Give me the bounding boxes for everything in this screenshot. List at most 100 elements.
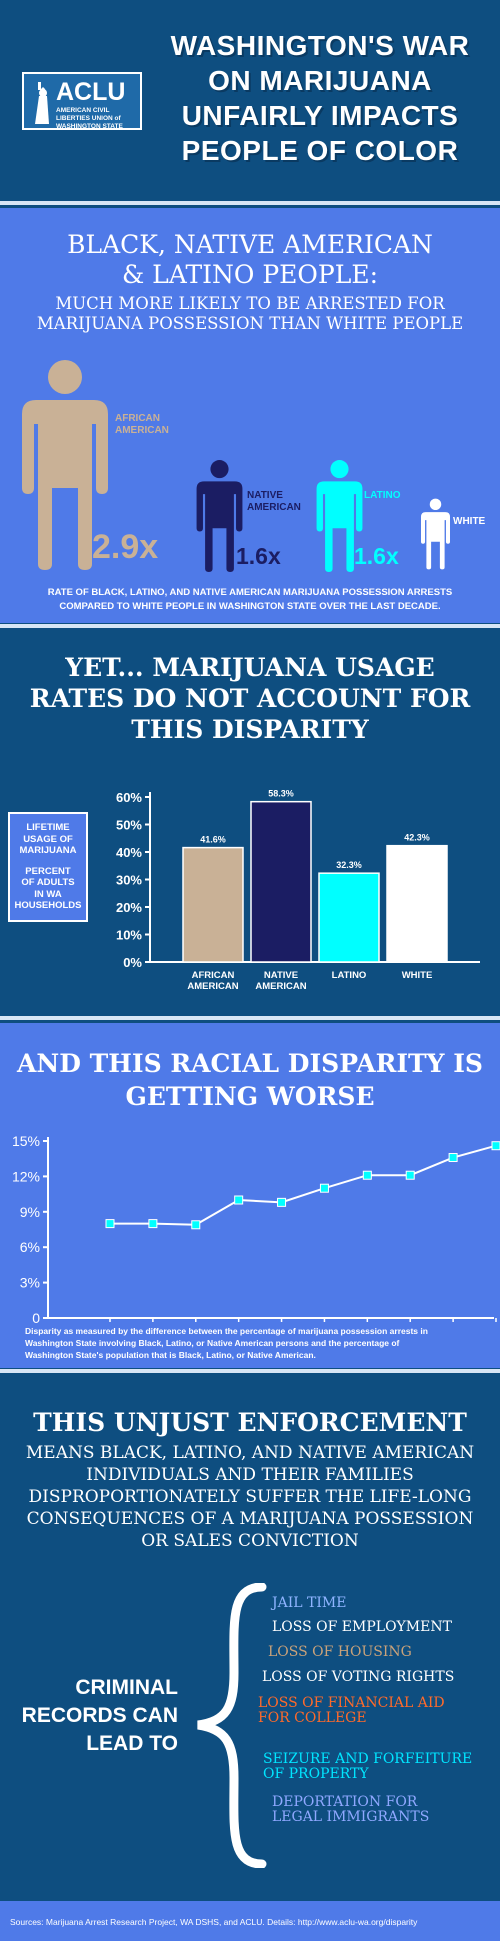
arrests-note: RATE OF BLACK, LATINO, AND NATIVE AMERIC… <box>0 586 500 614</box>
data-point <box>319 1183 329 1193</box>
y-tick-label: 0% <box>123 955 142 970</box>
trend-headline-line: AND THIS RACIAL DISPARITY IS <box>17 1049 483 1078</box>
consequence-loss-of-employment: LOSS OF EMPLOYMENT <box>272 1620 452 1635</box>
person-native-american-icon <box>196 460 243 572</box>
criminal-records-label: CRIMINAL RECORDS CAN LEAD TO <box>8 1674 178 1758</box>
usage-box-line: OF ADULTS <box>21 877 75 888</box>
person-body <box>421 512 450 570</box>
consequence-line: LOSS OF EMPLOYMENT <box>272 1619 452 1635</box>
criminal-line: CRIMINAL <box>75 1676 178 1699</box>
x-tick-label: AMERICAN <box>187 981 238 992</box>
person-head <box>48 360 82 394</box>
consequence-line: OF PROPERTY <box>263 1766 369 1782</box>
arrests-headline: BLACK, NATIVE AMERICAN & LATINO PEOPLE: <box>0 230 500 290</box>
y-tick-label: 40% <box>116 845 142 860</box>
divider <box>0 1016 500 1020</box>
trend-note-line: Washington State's population that is Bl… <box>25 1350 316 1360</box>
consequence-seizure-of-property: SEIZURE AND FORFEITURE OF PROPERTY <box>263 1752 472 1782</box>
enforcement-subhead: MEANS BLACK, LATINO, AND NATIVE AMERICAN… <box>10 1442 490 1552</box>
footer: Sources: Marijuana Arrest Research Proje… <box>0 1901 500 1941</box>
logo-subtitle: AMERICAN CIVIL LIBERTIES UNION of WASHIN… <box>56 107 123 130</box>
enforcement-headline: THIS UNJUST ENFORCEMENT <box>33 1408 467 1437</box>
trend-note: Disparity as measured by the difference … <box>25 1325 495 1361</box>
main-title: WASHINGTON'S WAR ON MARIJUANA UNFAIRLY I… <box>150 28 490 168</box>
multiplier-african-american: 2.9x <box>92 528 159 566</box>
arrests-headline-line: BLACK, NATIVE AMERICAN <box>67 230 433 259</box>
usage-section: YET... MARIJUANA USAGE RATES DO NOT ACCO… <box>0 630 500 1015</box>
main-title-line: WASHINGTON'S WAR <box>170 30 470 61</box>
bar-value-label: 42.3% <box>404 833 430 843</box>
usage-bar-chart: 0%10%20%30%40%50%60%41.6%AFRICANAMERICAN… <box>116 789 480 992</box>
y-tick-label: 3% <box>20 1275 40 1291</box>
x-tick-label: AMERICAN <box>255 981 306 992</box>
y-tick-label: 15% <box>12 1133 40 1149</box>
label-line: AMERICAN <box>115 425 169 436</box>
x-tick-label: NATIVE <box>264 970 298 981</box>
bar-value-label: 32.3% <box>336 860 362 870</box>
label-line: LATINO <box>364 490 401 501</box>
statue-of-liberty-icon <box>35 82 49 124</box>
bar <box>182 846 244 963</box>
label-line: AFRICAN <box>115 413 160 424</box>
usage-headline-line: YET... MARIJUANA USAGE <box>65 653 435 682</box>
y-tick-label: 6% <box>20 1239 40 1255</box>
bar <box>250 800 312 963</box>
label-white: WHITE <box>453 516 485 528</box>
data-point <box>405 1170 415 1180</box>
data-point <box>148 1219 158 1229</box>
trend-headline-line: GETTING WORSE <box>125 1082 375 1111</box>
enforcement-sub-line: OR SALES CONVICTION <box>141 1531 359 1551</box>
x-tick-label: WHITE <box>402 970 433 981</box>
y-tick-label: 30% <box>116 873 142 888</box>
bar-value-label: 41.6% <box>200 835 226 845</box>
person-latino-icon <box>316 460 363 572</box>
data-point <box>448 1153 458 1163</box>
curly-brace-icon <box>197 1583 267 1868</box>
label-line: WHITE <box>453 516 486 527</box>
arrests-note-line: RATE OF BLACK, LATINO, AND NATIVE AMERIC… <box>47 587 453 598</box>
arrests-subhead-line: MUCH MORE LIKELY TO BE ARRESTED FOR <box>55 294 445 313</box>
logo-word: ACLU <box>56 78 126 106</box>
enforcement-sub-line: INDIVIDUALS AND THEIR FAMILIES <box>86 1465 414 1485</box>
arrests-section: BLACK, NATIVE AMERICAN & LATINO PEOPLE: … <box>0 208 500 623</box>
person-african-american-icon <box>22 360 108 570</box>
enforcement-sub-line: DISPROPORTIONATELY SUFFER THE LIFE-LONG <box>28 1487 472 1507</box>
consequence-line: LEGAL IMMIGRANTS <box>272 1809 430 1825</box>
divider <box>0 1369 500 1373</box>
series-line <box>110 1144 497 1226</box>
arrests-subhead: MUCH MORE LIKELY TO BE ARRESTED FOR MARI… <box>0 294 500 334</box>
consequence-line: JAIL TIME <box>272 1595 347 1611</box>
main-title-line: ON MARIJUANA <box>208 65 432 96</box>
person-head <box>429 498 442 511</box>
y-tick-label: 50% <box>116 818 142 833</box>
usage-box-line: HOUSEHOLDS <box>14 900 82 911</box>
enforcement-sub-line: CONSEQUENCES OF A MARIJUANA POSSESSION <box>26 1509 474 1529</box>
multiplier-latino: 1.6x <box>354 543 399 569</box>
trend-note-line: Washington State involving Black, Latino… <box>25 1338 400 1348</box>
header: ACLU AMERICAN CIVIL LIBERTIES UNION of W… <box>0 0 500 200</box>
enforcement-section: THIS UNJUST ENFORCEMENT MEANS BLACK, LAT… <box>0 1376 500 1901</box>
y-tick-label: 12% <box>12 1168 40 1184</box>
usage-box-line: IN WA <box>34 888 62 900</box>
arrests-note-line: COMPARED TO WHITE PEOPLE IN WASHINGTON S… <box>59 601 441 612</box>
consequence-line: SEIZURE AND FORFEITURE <box>263 1751 473 1767</box>
main-title-line: PEOPLE OF COLOR <box>181 135 459 166</box>
consequence-loss-of-voting-rights: LOSS OF VOTING RIGHTS <box>262 1670 454 1685</box>
consequence-line: LOSS OF VOTING RIGHTS <box>262 1669 455 1685</box>
x-tick-label: LATINO <box>332 970 367 981</box>
divider <box>0 624 500 628</box>
data-point <box>362 1170 372 1180</box>
y-tick-label: 9% <box>20 1204 40 1220</box>
consequence-line: FOR COLLEGE <box>258 1710 367 1726</box>
label-native-american: NATIVE AMERICAN <box>247 490 301 514</box>
consequence-line: LOSS OF FINANCIAL AID <box>258 1695 445 1711</box>
label-african-american: AFRICAN AMERICAN <box>115 413 169 437</box>
usage-box-line: USAGE OF <box>23 833 73 845</box>
x-tick-label: AFRICAN <box>192 970 235 981</box>
y-tick-label: 20% <box>116 900 142 915</box>
data-point <box>105 1219 115 1229</box>
consequence-jail-time: JAIL TIME <box>272 1596 346 1611</box>
consequence-loss-of-financial-aid: LOSS OF FINANCIAL AID FOR COLLEGE <box>258 1696 445 1726</box>
trend-headline: AND THIS RACIAL DISPARITY IS GETTING WOR… <box>0 1047 500 1113</box>
criminal-line: RECORDS CAN <box>21 1704 178 1727</box>
